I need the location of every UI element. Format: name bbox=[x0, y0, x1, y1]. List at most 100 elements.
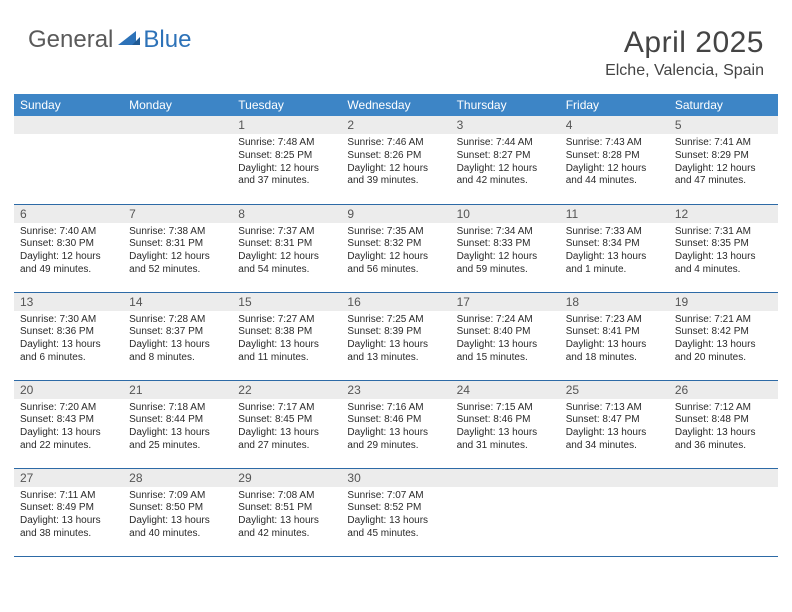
daylight-line: Daylight: 13 hours and 45 minutes. bbox=[347, 515, 444, 541]
day-content: Sunrise: 7:17 AMSunset: 8:45 PMDaylight:… bbox=[232, 399, 341, 457]
sunset-line: Sunset: 8:34 PM bbox=[566, 238, 663, 251]
sunset-line: Sunset: 8:27 PM bbox=[457, 150, 554, 163]
day-number: 30 bbox=[341, 469, 450, 487]
location-subtitle: Elche, Valencia, Spain bbox=[605, 62, 764, 80]
day-content: Sunrise: 7:37 AMSunset: 8:31 PMDaylight:… bbox=[232, 223, 341, 281]
daylight-line: Daylight: 13 hours and 38 minutes. bbox=[20, 515, 117, 541]
sunrise-line: Sunrise: 7:07 AM bbox=[347, 490, 444, 503]
brand-part1: General bbox=[28, 26, 113, 54]
weekday-header: Sunday bbox=[14, 94, 123, 116]
day-number: 7 bbox=[123, 205, 232, 223]
day-number: 8 bbox=[232, 205, 341, 223]
calendar-day-cell bbox=[560, 468, 669, 556]
sunset-line: Sunset: 8:31 PM bbox=[238, 238, 335, 251]
month-title: April 2025 bbox=[605, 26, 764, 60]
daylight-line: Daylight: 13 hours and 29 minutes. bbox=[347, 427, 444, 453]
sunset-line: Sunset: 8:29 PM bbox=[675, 150, 772, 163]
day-number: 19 bbox=[669, 293, 778, 311]
calendar-day-cell bbox=[123, 116, 232, 204]
sunrise-line: Sunrise: 7:41 AM bbox=[675, 137, 772, 150]
sunrise-line: Sunrise: 7:30 AM bbox=[20, 314, 117, 327]
calendar-day-cell: 4Sunrise: 7:43 AMSunset: 8:28 PMDaylight… bbox=[560, 116, 669, 204]
daylight-line: Daylight: 13 hours and 18 minutes. bbox=[566, 339, 663, 365]
day-number: 25 bbox=[560, 381, 669, 399]
day-content: Sunrise: 7:13 AMSunset: 8:47 PMDaylight:… bbox=[560, 399, 669, 457]
sunset-line: Sunset: 8:42 PM bbox=[675, 326, 772, 339]
calendar-day-cell: 13Sunrise: 7:30 AMSunset: 8:36 PMDayligh… bbox=[14, 292, 123, 380]
calendar-day-cell bbox=[451, 468, 560, 556]
day-content: Sunrise: 7:16 AMSunset: 8:46 PMDaylight:… bbox=[341, 399, 450, 457]
sunrise-line: Sunrise: 7:16 AM bbox=[347, 402, 444, 415]
calendar-day-cell: 20Sunrise: 7:20 AMSunset: 8:43 PMDayligh… bbox=[14, 380, 123, 468]
calendar-week-row: 1Sunrise: 7:48 AMSunset: 8:25 PMDaylight… bbox=[14, 116, 778, 204]
sunset-line: Sunset: 8:51 PM bbox=[238, 502, 335, 515]
daylight-line: Daylight: 13 hours and 6 minutes. bbox=[20, 339, 117, 365]
day-content: Sunrise: 7:23 AMSunset: 8:41 PMDaylight:… bbox=[560, 311, 669, 369]
calendar-week-row: 13Sunrise: 7:30 AMSunset: 8:36 PMDayligh… bbox=[14, 292, 778, 380]
day-content: Sunrise: 7:31 AMSunset: 8:35 PMDaylight:… bbox=[669, 223, 778, 281]
day-number: 9 bbox=[341, 205, 450, 223]
daylight-line: Daylight: 13 hours and 42 minutes. bbox=[238, 515, 335, 541]
daylight-line: Daylight: 13 hours and 40 minutes. bbox=[129, 515, 226, 541]
sunset-line: Sunset: 8:46 PM bbox=[347, 414, 444, 427]
sunset-line: Sunset: 8:28 PM bbox=[566, 150, 663, 163]
brand-triangle-icon bbox=[117, 26, 137, 54]
sunset-line: Sunset: 8:41 PM bbox=[566, 326, 663, 339]
sunset-line: Sunset: 8:44 PM bbox=[129, 414, 226, 427]
sunset-line: Sunset: 8:38 PM bbox=[238, 326, 335, 339]
empty-day-header bbox=[560, 469, 669, 487]
brand-logo: General Blue bbox=[28, 26, 191, 54]
daylight-line: Daylight: 13 hours and 15 minutes. bbox=[457, 339, 554, 365]
sunrise-line: Sunrise: 7:35 AM bbox=[347, 226, 444, 239]
day-content: Sunrise: 7:09 AMSunset: 8:50 PMDaylight:… bbox=[123, 487, 232, 545]
calendar-day-cell: 25Sunrise: 7:13 AMSunset: 8:47 PMDayligh… bbox=[560, 380, 669, 468]
sunrise-line: Sunrise: 7:34 AM bbox=[457, 226, 554, 239]
weekday-header: Saturday bbox=[669, 94, 778, 116]
weekday-header: Friday bbox=[560, 94, 669, 116]
day-number: 20 bbox=[14, 381, 123, 399]
calendar-day-cell: 30Sunrise: 7:07 AMSunset: 8:52 PMDayligh… bbox=[341, 468, 450, 556]
day-content: Sunrise: 7:38 AMSunset: 8:31 PMDaylight:… bbox=[123, 223, 232, 281]
day-content: Sunrise: 7:46 AMSunset: 8:26 PMDaylight:… bbox=[341, 134, 450, 192]
day-number: 23 bbox=[341, 381, 450, 399]
sunset-line: Sunset: 8:35 PM bbox=[675, 238, 772, 251]
sunrise-line: Sunrise: 7:21 AM bbox=[675, 314, 772, 327]
sunset-line: Sunset: 8:49 PM bbox=[20, 502, 117, 515]
calendar-day-cell: 11Sunrise: 7:33 AMSunset: 8:34 PMDayligh… bbox=[560, 204, 669, 292]
daylight-line: Daylight: 13 hours and 22 minutes. bbox=[20, 427, 117, 453]
daylight-line: Daylight: 12 hours and 37 minutes. bbox=[238, 163, 335, 189]
day-number: 1 bbox=[232, 116, 341, 134]
day-content: Sunrise: 7:12 AMSunset: 8:48 PMDaylight:… bbox=[669, 399, 778, 457]
day-content: Sunrise: 7:43 AMSunset: 8:28 PMDaylight:… bbox=[560, 134, 669, 192]
calendar-day-cell: 6Sunrise: 7:40 AMSunset: 8:30 PMDaylight… bbox=[14, 204, 123, 292]
sunrise-line: Sunrise: 7:08 AM bbox=[238, 490, 335, 503]
sunrise-line: Sunrise: 7:24 AM bbox=[457, 314, 554, 327]
calendar-day-cell: 7Sunrise: 7:38 AMSunset: 8:31 PMDaylight… bbox=[123, 204, 232, 292]
sunrise-line: Sunrise: 7:20 AM bbox=[20, 402, 117, 415]
day-content: Sunrise: 7:48 AMSunset: 8:25 PMDaylight:… bbox=[232, 134, 341, 192]
day-number: 22 bbox=[232, 381, 341, 399]
calendar-day-cell: 28Sunrise: 7:09 AMSunset: 8:50 PMDayligh… bbox=[123, 468, 232, 556]
sunset-line: Sunset: 8:50 PM bbox=[129, 502, 226, 515]
empty-day-header bbox=[451, 469, 560, 487]
daylight-line: Daylight: 12 hours and 59 minutes. bbox=[457, 251, 554, 277]
daylight-line: Daylight: 13 hours and 27 minutes. bbox=[238, 427, 335, 453]
day-content: Sunrise: 7:24 AMSunset: 8:40 PMDaylight:… bbox=[451, 311, 560, 369]
page-header: General Blue April 2025 Elche, Valencia,… bbox=[0, 0, 792, 86]
day-content: Sunrise: 7:18 AMSunset: 8:44 PMDaylight:… bbox=[123, 399, 232, 457]
sunrise-line: Sunrise: 7:15 AM bbox=[457, 402, 554, 415]
sunset-line: Sunset: 8:26 PM bbox=[347, 150, 444, 163]
calendar-day-cell: 3Sunrise: 7:44 AMSunset: 8:27 PMDaylight… bbox=[451, 116, 560, 204]
daylight-line: Daylight: 13 hours and 36 minutes. bbox=[675, 427, 772, 453]
daylight-line: Daylight: 12 hours and 39 minutes. bbox=[347, 163, 444, 189]
sunrise-line: Sunrise: 7:43 AM bbox=[566, 137, 663, 150]
sunrise-line: Sunrise: 7:38 AM bbox=[129, 226, 226, 239]
daylight-line: Daylight: 12 hours and 47 minutes. bbox=[675, 163, 772, 189]
day-content: Sunrise: 7:07 AMSunset: 8:52 PMDaylight:… bbox=[341, 487, 450, 545]
daylight-line: Daylight: 13 hours and 34 minutes. bbox=[566, 427, 663, 453]
day-content: Sunrise: 7:40 AMSunset: 8:30 PMDaylight:… bbox=[14, 223, 123, 281]
day-number: 29 bbox=[232, 469, 341, 487]
daylight-line: Daylight: 13 hours and 8 minutes. bbox=[129, 339, 226, 365]
sunrise-line: Sunrise: 7:25 AM bbox=[347, 314, 444, 327]
sunset-line: Sunset: 8:39 PM bbox=[347, 326, 444, 339]
